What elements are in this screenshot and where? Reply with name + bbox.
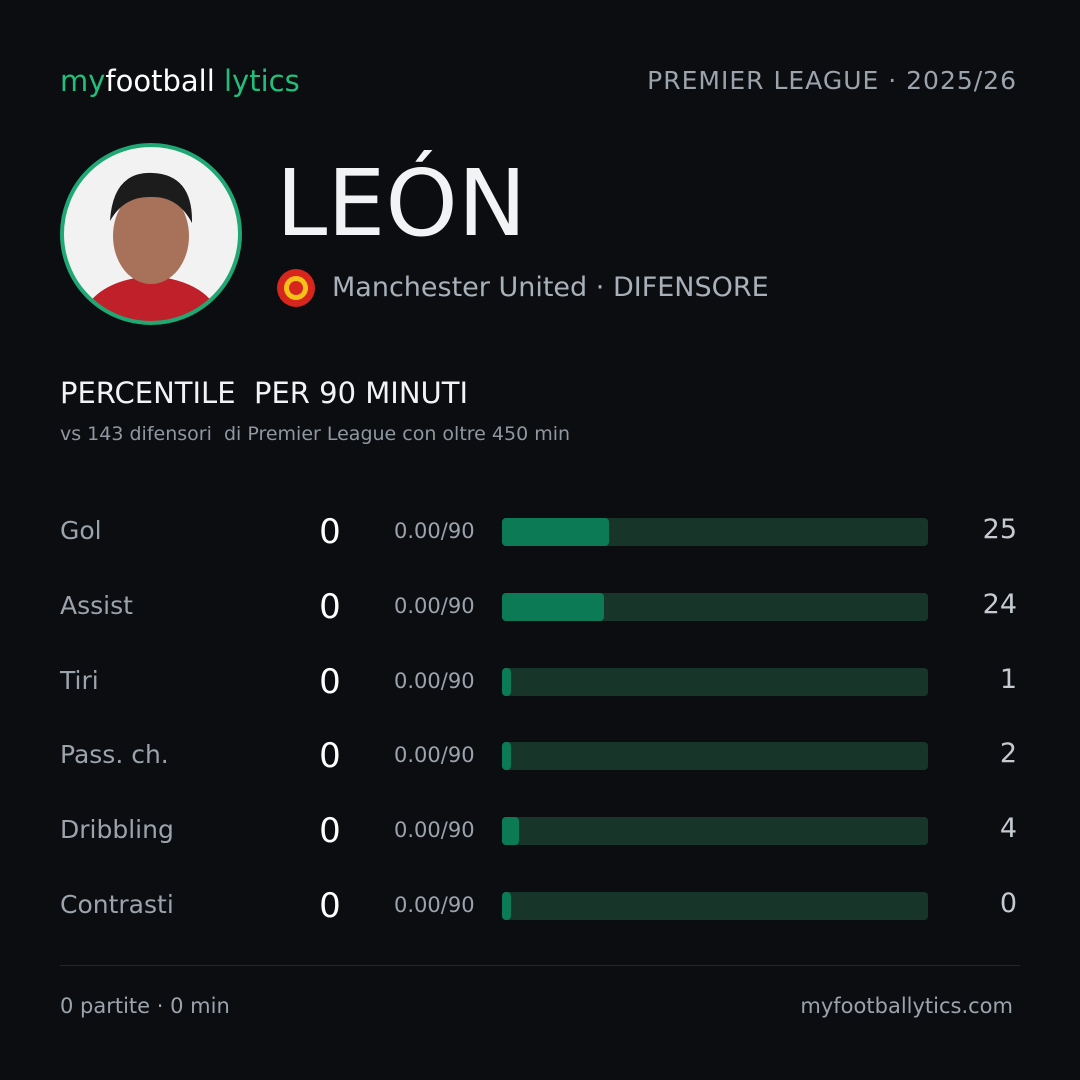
footer-summary: 0 partite · 0 min	[60, 994, 230, 1018]
brand-part: football	[105, 64, 215, 98]
position: DIFENSORE	[612, 272, 769, 303]
team-line: Manchester United · DIFENSORE	[332, 272, 769, 303]
footer-site: myfootballytics.com	[800, 994, 1013, 1018]
section-subtitle: vs 143 difensori di Premier League con o…	[60, 423, 571, 445]
stat-row: Contrasti 0 0.00/90 0	[0, 886, 1080, 926]
brand-part: my	[60, 64, 106, 98]
stat-row: Assist 0 0.00/90 24	[0, 587, 1080, 627]
stat-label: Dribbling	[60, 815, 174, 845]
bar	[502, 518, 609, 546]
percentile-label: 25	[982, 514, 1017, 545]
percentile-label: 4	[999, 813, 1017, 845]
bar	[502, 892, 511, 920]
stat-label: Pass. ch.	[60, 740, 169, 770]
bar-track	[502, 742, 928, 771]
stat-value: 0	[319, 661, 341, 702]
bar-track	[502, 518, 928, 546]
stat-row: Tiri 0 0.00/90 1	[0, 662, 1080, 702]
team: Manchester United	[332, 272, 588, 303]
percentile-label: 2	[999, 738, 1017, 770]
stat-label: Tiri	[60, 665, 99, 695]
section-title: PERCENTILE PER 90 MINUTI	[60, 376, 469, 410]
percentile-label: 0	[999, 888, 1017, 919]
stat-value: 0	[319, 886, 341, 926]
stat-per90: 0.00/90	[394, 743, 475, 768]
divider	[60, 965, 1020, 966]
stat-row: Gol 0 0.00/90 25	[0, 512, 1080, 552]
stat-per90: 0.00/90	[394, 519, 475, 543]
stat-per90: 0.00/90	[394, 668, 475, 693]
stat-row: Dribbling 0 0.00/90 4	[0, 811, 1080, 851]
percentile-label: 1	[999, 663, 1017, 695]
club-crest	[277, 269, 315, 307]
bar	[502, 817, 520, 846]
stat-value: 0	[319, 736, 341, 777]
bar	[502, 742, 511, 771]
stat-value: 0	[319, 586, 341, 627]
player-photo	[60, 143, 242, 325]
brand: myfootball lytics	[60, 64, 300, 98]
brand-part: lytics	[224, 64, 300, 98]
stat-per90: 0.00/90	[394, 593, 475, 618]
bar-track	[502, 667, 928, 696]
stat-per90: 0.00/90	[394, 818, 475, 843]
bar-track	[502, 892, 928, 920]
stat-label: Gol	[60, 516, 102, 545]
bar	[502, 667, 511, 696]
stat-per90: 0.00/90	[394, 893, 475, 917]
bar-track	[502, 817, 928, 846]
bar	[502, 592, 605, 621]
stat-value: 0	[319, 512, 341, 552]
stat-label: Assist	[60, 590, 133, 620]
stat-value: 0	[319, 811, 341, 852]
stat-row: Pass. ch. 0 0.00/90 2	[0, 736, 1080, 776]
league: PREMIER LEAGUE · 2025/26	[647, 66, 1017, 95]
player-name: LEÓN	[276, 150, 527, 257]
percentile-label: 24	[982, 588, 1017, 620]
stat-label: Contrasti	[60, 890, 174, 919]
bar-track	[502, 592, 928, 621]
